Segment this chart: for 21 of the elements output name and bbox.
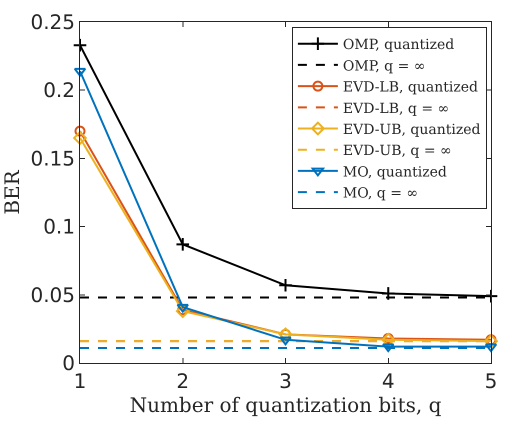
legend-label: OMP, quantized — [342, 37, 454, 54]
legend-label: EVD-UB, q = ∞ — [342, 143, 452, 160]
x-tick-label: 4 — [382, 369, 395, 393]
legend-label: MO, q = ∞ — [342, 186, 418, 202]
y-tick-label: 0.05 — [30, 282, 75, 307]
y-axis-title: BER — [0, 169, 24, 215]
legend-label: EVD-LB, quantized — [342, 80, 478, 96]
y-tick-label: 0.1 — [43, 214, 75, 239]
legend-label: EVD-UB, quantized — [342, 122, 481, 138]
legend-label: EVD-LB, q = ∞ — [342, 100, 450, 117]
y-tick-label: 0.15 — [30, 146, 75, 170]
x-tick-label: 3 — [279, 369, 292, 393]
y-tick-label: 0 — [62, 351, 75, 375]
x-axis-title: Number of quantization bits, q — [130, 393, 442, 417]
x-tick-label: 1 — [74, 369, 86, 393]
legend-label: MO, quantized — [342, 164, 447, 180]
y-tick-label: 0.25 — [30, 10, 75, 34]
x-tick-label: 2 — [176, 369, 190, 393]
legend-label: OMP, q = ∞ — [342, 58, 426, 74]
y-tick-label: 0.2 — [43, 78, 75, 102]
x-tick-label: 5 — [484, 369, 498, 393]
